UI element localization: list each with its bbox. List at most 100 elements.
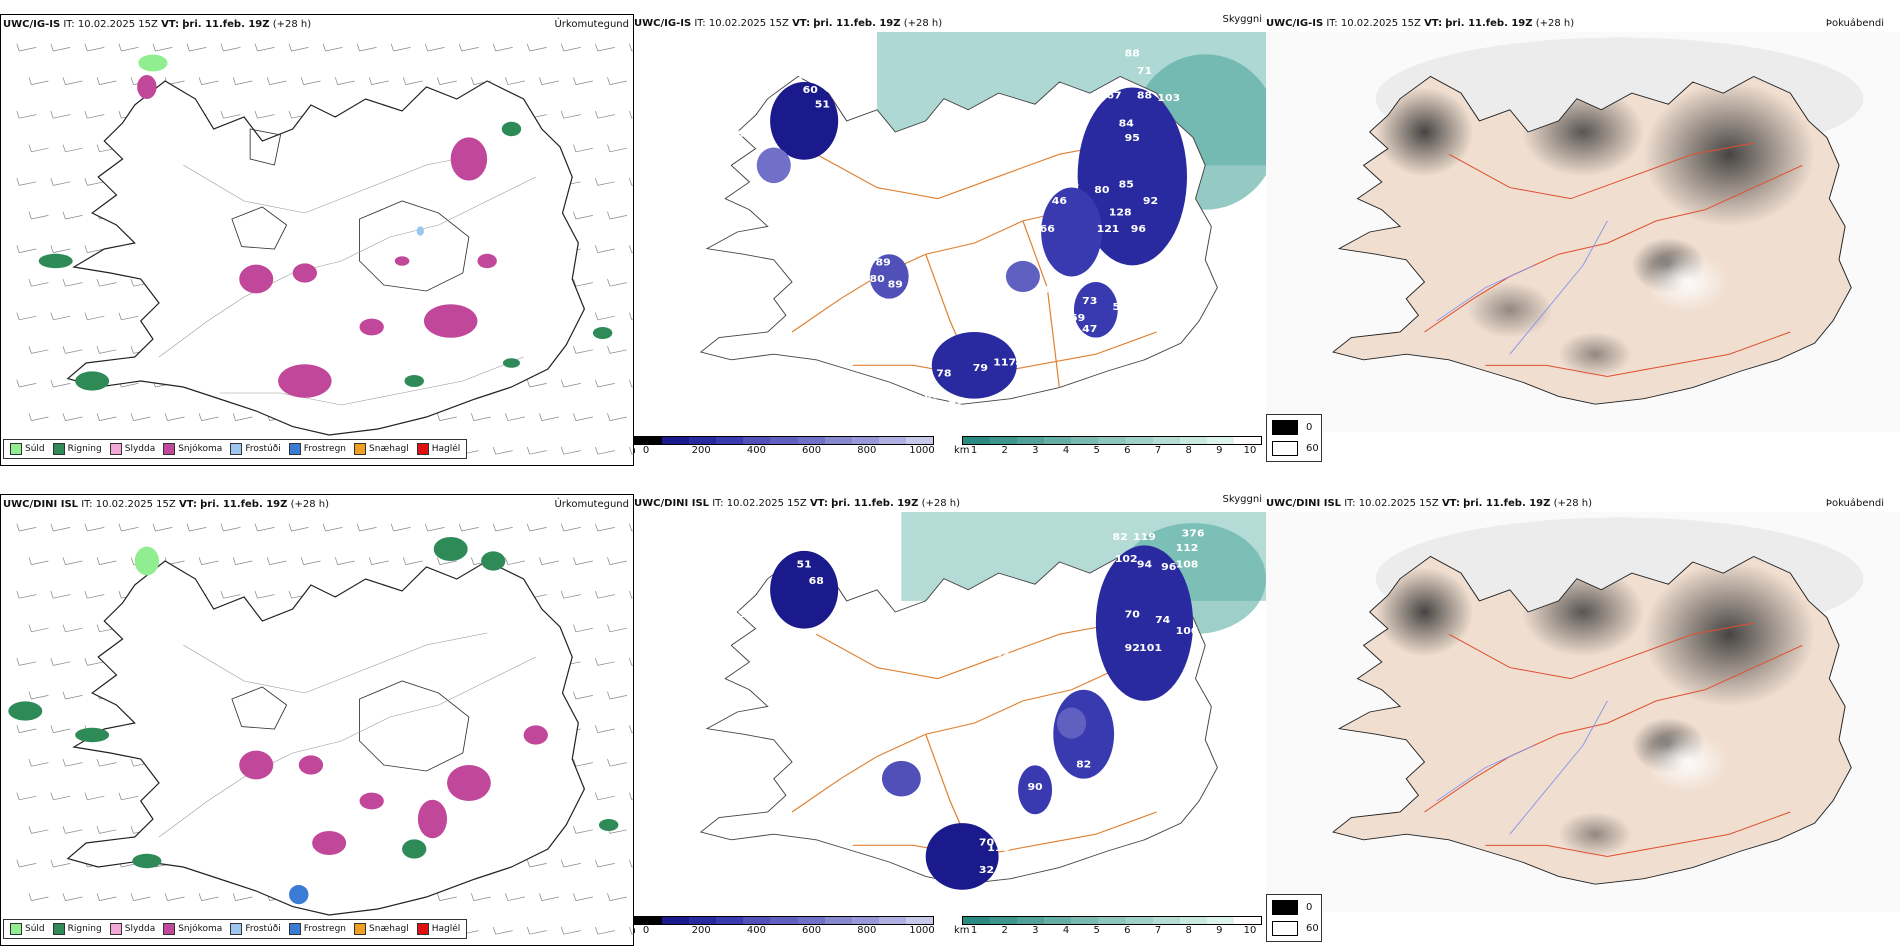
ceiling-value-label: 66 (1058, 803, 1073, 814)
ceiling-value-label: 380 (1042, 285, 1065, 296)
wind-barb (118, 523, 139, 532)
wind-barb (594, 859, 615, 868)
colorbar-segment (662, 917, 690, 924)
wind-barb (594, 379, 615, 388)
colorbar-segment (824, 437, 852, 444)
wind-barb (254, 590, 275, 599)
wind-barb (62, 758, 83, 767)
wind-barb (629, 523, 633, 532)
wind-barb (573, 826, 593, 834)
ceiling-value-label: 83 (1058, 815, 1073, 826)
wind-barb (539, 893, 559, 901)
wind-barb (594, 658, 615, 666)
wind-barb (471, 893, 491, 901)
wind-barb (471, 413, 491, 421)
colorbar-unit: km (954, 445, 970, 456)
fog-shading (1375, 82, 1815, 377)
glacier-outlines (231, 128, 470, 292)
colorbar-tick: 4 (1062, 445, 1070, 456)
wind-barb (424, 523, 445, 532)
colorbar-unit: km (954, 925, 970, 936)
colorbar-tick: 7 (1154, 445, 1162, 456)
wind-barb (526, 859, 547, 868)
colorbar-segment (662, 437, 690, 444)
ceiling-value-label: 93 (1119, 703, 1134, 714)
wind-barb (436, 77, 457, 85)
vt-value: þri. 11.feb. 19Z (182, 19, 270, 30)
wind-barb (607, 144, 627, 153)
wind-barb (62, 826, 83, 834)
colorbar-tick: 0 (642, 925, 650, 936)
wind-barb (28, 557, 49, 565)
ceiling-blobs (770, 545, 1194, 890)
ceiling-value-label: 119 (1133, 531, 1156, 542)
wind-barb (356, 523, 377, 532)
wind-barb (16, 110, 37, 119)
wind-barb (62, 144, 83, 153)
wind-barb (629, 312, 633, 321)
wind-barb (16, 379, 37, 388)
wind-barb (266, 77, 287, 85)
ceiling-value-label: 46 (1052, 196, 1067, 207)
wind-barb (220, 43, 241, 52)
ceiling-value-label: 121 (1097, 223, 1120, 234)
colorbar-segment (878, 917, 906, 924)
ceiling-value-label: 102 (987, 648, 1010, 659)
ceiling-value-label: 93 (730, 609, 745, 620)
wind-barb (492, 523, 513, 532)
fog-map (1266, 32, 1900, 432)
ceiling-value-label: 74 (1155, 615, 1170, 626)
wind-barb (629, 658, 633, 666)
colorbar-segment (1098, 917, 1126, 924)
wind-barb (16, 725, 37, 733)
ceiling-value-label: 128 (1109, 207, 1132, 218)
wind-barb (436, 413, 457, 421)
ceiling-value-label: 70 (1125, 609, 1140, 620)
colorbar-segment (1071, 437, 1099, 444)
ceiling-value-label: 108 (1176, 559, 1199, 570)
wind-barb (629, 590, 633, 599)
fog-legend: 0 60 (1266, 894, 1322, 942)
ceiling-value-label: 78 (936, 368, 951, 379)
colorbar-segment (797, 917, 825, 924)
colorbar-tick: 1000 (909, 925, 935, 936)
wind-barb (152, 43, 173, 52)
wind-barb (607, 691, 627, 700)
wind-barb (50, 312, 71, 321)
colorbar-tick: 10 (1243, 925, 1257, 936)
colorbar-tick: 800 (857, 445, 877, 456)
colorbar-tick: 2 (1001, 925, 1008, 936)
ceiling-value-label: 84 (1119, 118, 1134, 129)
wind-barb (526, 379, 547, 388)
colorbar-tick: 5 (1093, 445, 1100, 456)
param-name: Úrkomutegund (554, 499, 629, 510)
colorbar-segment (990, 437, 1018, 444)
wind-barb (50, 379, 71, 388)
wind-barb (130, 893, 151, 901)
wind-barb (436, 557, 457, 565)
ceiling-value-label: 70 (979, 837, 994, 848)
wind-barb (164, 413, 185, 421)
wind-barb (594, 110, 615, 119)
wind-barb (50, 725, 71, 733)
param-name: Skyggni (1222, 494, 1262, 505)
ceiling-value-label: 72 (790, 70, 805, 81)
ceiling-value-label: 86 (1064, 637, 1079, 648)
ceiling-value-label: 32 (979, 865, 994, 876)
ceiling-value-label: 73 (1082, 296, 1097, 307)
wind-barb (629, 446, 633, 455)
colorbar-segment (716, 437, 744, 444)
wind-barb (607, 758, 627, 767)
colorbar-segment (963, 437, 991, 444)
wind-barb (62, 557, 83, 565)
wind-barb (505, 893, 525, 901)
wind-barb (607, 557, 627, 565)
colorbar-segment (905, 917, 934, 924)
ceiling-colorbar-bar (634, 436, 934, 445)
param-name: Úrkomutegund (554, 19, 629, 30)
ceiling-value-label: 89 (888, 279, 903, 290)
wind-barb (560, 926, 581, 935)
wind-barb (16, 859, 37, 868)
model-name: UWC/IG-IS (3, 19, 61, 30)
ceiling-value-label: 84 (1015, 357, 1030, 368)
